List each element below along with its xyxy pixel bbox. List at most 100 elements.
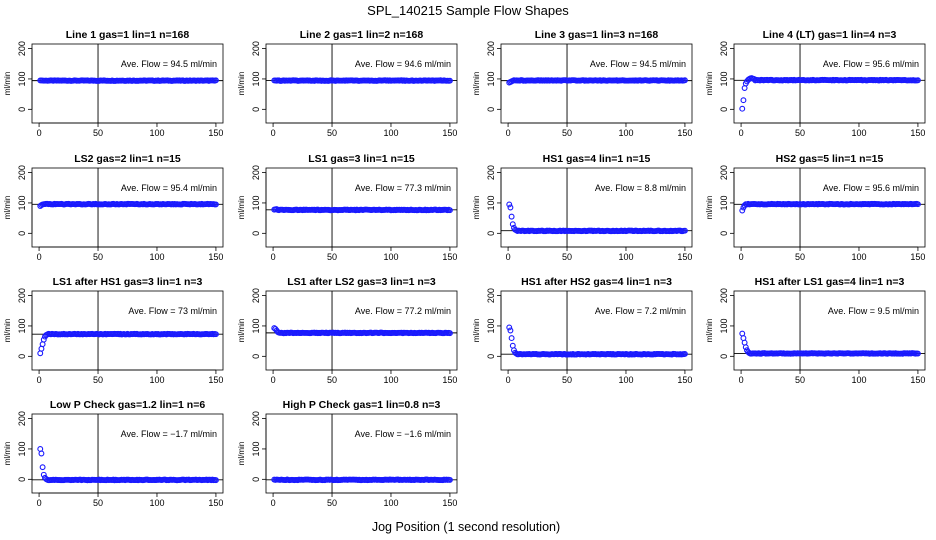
y-tick-label: 200 [251,411,261,426]
data-point [681,351,688,357]
y-axis: 0 100 200 [251,41,267,112]
data-point [742,344,749,351]
panel-title: LS1 gas=3 lin=1 n=15 [308,153,415,165]
x-axis: 0 50 100 150 [37,246,223,262]
x-axis: 0 50 100 150 [271,246,457,262]
y-axis: 0 100 200 [486,41,502,112]
y-axis-label: ml/min [3,319,12,343]
x-tick-label: 0 [271,498,276,508]
x-tick-label: 0 [506,252,511,262]
panel-13: Low P Check gas=1.2 lin=1 n=6 0 50 100 150 0 1… [3,399,223,508]
y-axis-label: ml/min [237,72,246,96]
x-axis: 0 50 100 150 [271,369,457,385]
y-tick-label: 0 [251,231,261,236]
data-points [739,200,921,214]
y-tick-label: 200 [486,288,496,303]
average-flow-annotation: Ave. Flow = 95.6 ml/min [823,59,919,69]
panel-title: Line 1 gas=1 lin=1 n=168 [66,29,190,41]
data-point [506,201,513,208]
x-axis: 0 50 100 150 [739,122,925,138]
x-axis: 0 50 100 150 [506,246,692,262]
y-axis: 0 100 200 [719,288,735,359]
y-axis: 0 100 200 [17,288,33,359]
x-tick-label: 0 [739,375,744,385]
x-tick-label: 50 [795,252,805,262]
y-axis: 0 100 200 [17,165,33,236]
x-tick-label: 100 [149,498,164,508]
x-tick-label: 50 [562,128,572,138]
data-point [506,324,513,331]
data-point [212,77,219,84]
y-tick-label: 0 [251,477,261,482]
panel-title: HS1 after LS1 gas=4 lin=1 n=3 [755,276,905,288]
y-axis: 0 100 200 [251,165,267,236]
x-tick-label: 50 [93,375,103,385]
x-tick-label: 150 [910,252,925,262]
x-axis: 0 50 100 150 [271,122,457,138]
x-tick-label: 0 [271,128,276,138]
x-tick-label: 100 [618,252,633,262]
y-tick-label: 100 [17,195,27,210]
x-tick-label: 100 [383,128,398,138]
data-point [681,77,688,84]
x-tick-label: 0 [271,375,276,385]
data-point [446,77,453,84]
data-points [37,200,219,209]
y-tick-label: 200 [17,41,27,56]
x-tick-label: 50 [93,128,103,138]
x-tick-label: 50 [562,252,572,262]
data-points [739,330,921,357]
panel-1: Line 1 gas=1 lin=1 n=168 0 50 100 150 0 100 200… [3,29,223,138]
x-tick-label: 150 [442,252,457,262]
x-axis: 0 50 100 150 [739,246,925,262]
data-points [271,325,453,337]
panel-title: Line 4 (LT) gas=1 lin=4 n=3 [763,29,897,41]
y-tick-label: 100 [719,71,729,86]
panel-title: LS1 after HS1 gas=3 lin=1 n=3 [53,276,203,288]
x-tick-label: 50 [327,375,337,385]
y-axis-label: ml/min [705,196,714,220]
panel-3: Line 3 gas=1 lin=3 n=168 0 50 100 150 0 100 200… [472,29,692,138]
y-tick-label: 100 [486,318,496,333]
data-points [506,77,688,86]
y-tick-label: 0 [17,231,27,236]
panel-title: LS2 gas=2 lin=1 n=15 [74,153,181,165]
x-tick-label: 150 [910,128,925,138]
y-tick-label: 200 [17,288,27,303]
data-point [40,336,47,343]
y-tick-label: 200 [251,41,261,56]
panels: Line 1 gas=1 lin=1 n=168 0 50 100 150 0 100 200… [3,29,925,508]
y-tick-label: 100 [719,195,729,210]
y-axis-label: ml/min [237,319,246,343]
y-tick-label: 100 [486,195,496,210]
average-flow-annotation: Ave. Flow = −1.7 ml/min [121,429,217,439]
x-tick-label: 50 [327,128,337,138]
y-tick-label: 100 [17,318,27,333]
average-flow-annotation: Ave. Flow = 7.2 ml/min [595,306,686,316]
data-point [914,201,921,208]
average-flow-annotation: Ave. Flow = 9.5 ml/min [828,306,919,316]
y-tick-label: 0 [486,107,496,112]
panel-title: LS1 after LS2 gas=3 lin=1 n=3 [287,276,436,288]
y-tick-label: 100 [17,71,27,86]
data-point [508,335,515,342]
average-flow-annotation: Ave. Flow = 94.5 ml/min [121,59,217,69]
panel-title: Line 3 gas=1 lin=3 n=168 [535,29,659,41]
x-tick-label: 150 [442,498,457,508]
x-tick-label: 100 [149,375,164,385]
y-tick-label: 200 [719,41,729,56]
data-points [37,445,219,484]
x-axis: 0 50 100 150 [506,122,692,138]
y-tick-label: 200 [719,288,729,303]
panel-title: HS2 gas=5 lin=1 n=15 [776,153,884,165]
x-tick-label: 50 [93,498,103,508]
y-axis: 0 100 200 [486,288,502,359]
x-axis: 0 50 100 150 [37,369,223,385]
data-points [506,201,688,235]
data-points [271,476,453,484]
y-tick-label: 100 [486,71,496,86]
panel-14: High P Check gas=1 lin=0.8 n=30 50 100 1500… [237,399,457,508]
y-tick-label: 0 [719,231,729,236]
figure-xlabel: Jog Position (1 second resolution) [372,520,560,534]
y-tick-label: 0 [486,231,496,236]
